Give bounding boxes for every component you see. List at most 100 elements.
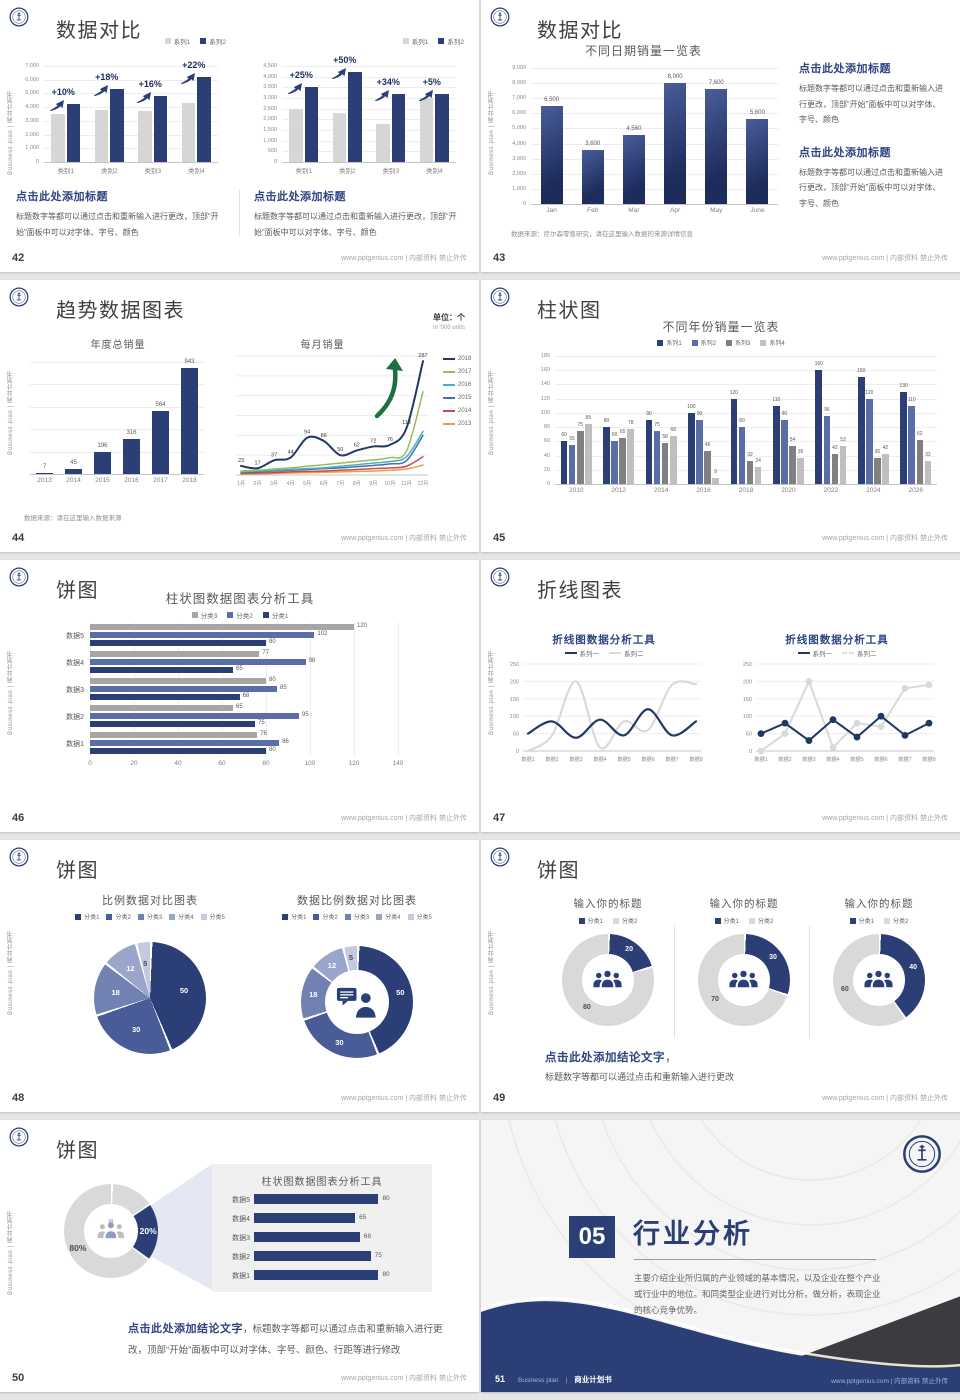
y-axis-tick: 1,000: [263, 137, 277, 144]
legend-label: 2018: [458, 356, 472, 362]
page-number: 45: [493, 532, 506, 544]
page-number: 44: [12, 532, 25, 544]
gridline: [531, 83, 778, 85]
slide-49-donut-charts[interactable]: 饼图 Business plan | 商业计划书 输入你的标题 输入你的标题 输…: [481, 840, 960, 1112]
line-chart-svg: 1月 2月 3月 4月 5月 6月 7月 8月 9月 10月 11月 12月 23 17 37 44 94 86 5…: [236, 353, 428, 487]
slide-46-horizontal-bars[interactable]: 饼图 Business plan | 商业计划书 柱状图数据图表分析工具 分类3…: [0, 560, 479, 832]
legend-item: 分类2: [613, 916, 637, 925]
detail-panel: 柱状图数据图表分析工具 数据5 80 数据4 65 数据3 68 数据2 75 数据1 80: [212, 1164, 432, 1292]
slide-50-donut-with-detail[interactable]: 饼图 Business plan | 商业计划书 20% 80% 柱状图数据图表分…: [0, 1120, 479, 1392]
page-number: 51: [495, 1374, 506, 1384]
footer-watermark: www.pptgenius.com | 内部资料 禁止外传: [341, 815, 467, 822]
legend-item: 2018: [443, 356, 471, 362]
legend-item: 分类2: [749, 916, 773, 925]
text-block: 点击此处添加标题 标题数字等都可以通过点击和重新输入进行更改，顶部“开始”面板中…: [799, 60, 947, 128]
legend-swatch: [691, 339, 698, 346]
category-label: 数据3: [66, 687, 84, 694]
chart-title: 折线图数据分析工具: [785, 634, 889, 646]
slide-48-pie-charts[interactable]: 饼图 Business plan | 商业计划书 比例数据对比图表 分类1 分类2…: [0, 840, 479, 1112]
block-heading: 点击此处添加标题: [254, 191, 346, 203]
gridline: [310, 622, 311, 756]
x-axis-label: 2013: [37, 477, 52, 484]
bar-value-label: 78: [628, 419, 634, 426]
legend-swatch: [760, 339, 767, 346]
gridline: [555, 384, 937, 386]
bar: [90, 632, 315, 639]
slide-43-data-compare[interactable]: 数据对比 Business plan | 商业计划书 不同日期销量一览表 0 1,…: [481, 0, 960, 272]
gridline: [282, 119, 456, 121]
gridline: [44, 134, 218, 136]
slide-47-line-charts[interactable]: 折线图表 Business plan | 商业计划书 折线图数据分析工具 系列一…: [481, 560, 960, 832]
bar: [857, 377, 865, 484]
legend-swatch: [200, 38, 207, 44]
pie-slice-label: 20: [625, 945, 633, 953]
footer-left: 51 Business plan | 商业计划书: [495, 1374, 612, 1385]
svg-text:50: 50: [746, 732, 752, 738]
slide-51-section-divider[interactable]: 05 行业分析 主要介绍企业所归属的产业领域的基本情况，以及企业在整个产业或行业…: [481, 1120, 960, 1392]
x-axis-label: 2020: [781, 487, 796, 494]
block-heading: 点击此处添加标题: [16, 191, 108, 203]
category-label: 数据1: [232, 1273, 250, 1280]
slide-42-data-compare[interactable]: 数据对比 Business plan | 商业计划书 系列1 系列2 系列1 系列2…: [0, 0, 479, 272]
slide-45-column-chart[interactable]: 柱状图 Business plan | 商业计划书 不同年份销量一览表 系列1 系…: [481, 280, 960, 552]
gridline: [555, 412, 937, 414]
x-axis-label: 2016: [696, 487, 711, 494]
growth-arrow-icon: [136, 90, 152, 104]
bar-value-label: 90: [696, 411, 703, 417]
pie-disc: [94, 942, 206, 1054]
legend-swatch: [282, 913, 289, 920]
bar-value-label: 86: [282, 738, 289, 745]
pie-slice-label: 30: [131, 1024, 141, 1034]
legend-swatch: [443, 410, 455, 412]
svg-text:8月: 8月: [353, 480, 361, 487]
y-axis-tick: 5,000: [25, 90, 39, 97]
bar-value-label: 65: [236, 666, 243, 673]
bar: [181, 103, 196, 162]
svg-text:数据4: 数据4: [593, 755, 606, 763]
legend-item: 系列3: [726, 338, 750, 347]
svg-text:数据8: 数据8: [689, 755, 702, 763]
bar-value-label: 42: [832, 445, 838, 452]
legend-swatch: [657, 339, 664, 346]
bar-value-label: 65: [619, 428, 626, 435]
category-label: 数据3: [232, 1235, 250, 1242]
bar-value-label: 90: [646, 411, 652, 417]
bar: [611, 441, 618, 484]
y-axis-tick: 80: [543, 424, 550, 431]
gridline: [555, 398, 937, 400]
bar: [90, 624, 354, 631]
svg-text:11月: 11月: [401, 480, 412, 487]
y-axis-tick: 180: [540, 353, 550, 359]
donut-chart: 30 70: [698, 934, 790, 1026]
bar-value-label: 85: [280, 685, 287, 691]
bar: [746, 461, 754, 484]
series-legend: 系列1 系列2: [14, 36, 226, 46]
pie-slice-label: 5: [143, 958, 148, 968]
legend-label: 分类2: [758, 919, 774, 925]
svg-text:37: 37: [271, 452, 277, 458]
text-block: 点击此处添加标题 标题数字等都可以通过点击和重新输入进行更改，顶部“开始”面板中…: [16, 188, 224, 240]
bar-value-label: 4,560: [626, 126, 642, 133]
footer-watermark: www.pptgenius.com | 内部资料 禁止外传: [341, 1375, 467, 1382]
bar: [376, 123, 390, 162]
bar-value-label: 65: [359, 1214, 367, 1221]
sidebar-vertical-text: Business plan | 商业计划书: [489, 90, 495, 175]
legend-swatch: [191, 612, 198, 618]
legend-item: 系列二: [609, 648, 644, 658]
y-axis-tick: 0: [35, 159, 39, 165]
bar: [924, 461, 932, 484]
legend-item: 分类2: [227, 610, 253, 620]
x-axis-line: [30, 474, 204, 475]
legend-label: 分类2: [622, 919, 638, 925]
bar: [705, 89, 728, 204]
gridline: [531, 173, 778, 175]
x-axis-label: 类别3: [382, 168, 400, 175]
divider-line: [674, 926, 675, 1038]
divider-line: [634, 1259, 876, 1260]
divider-line: [809, 926, 810, 1038]
slide-44-trend-charts[interactable]: 趋势数据图表 Business plan | 商业计划书 单位：个 in '00…: [0, 280, 479, 552]
block-body: 标题数字等都可以通过点击和重新输入进行更改，顶部“开始”面板中可以对字体、字号、…: [799, 167, 943, 208]
growth-arrow-icon: [331, 66, 347, 80]
legend-label: 分类3: [146, 915, 163, 921]
